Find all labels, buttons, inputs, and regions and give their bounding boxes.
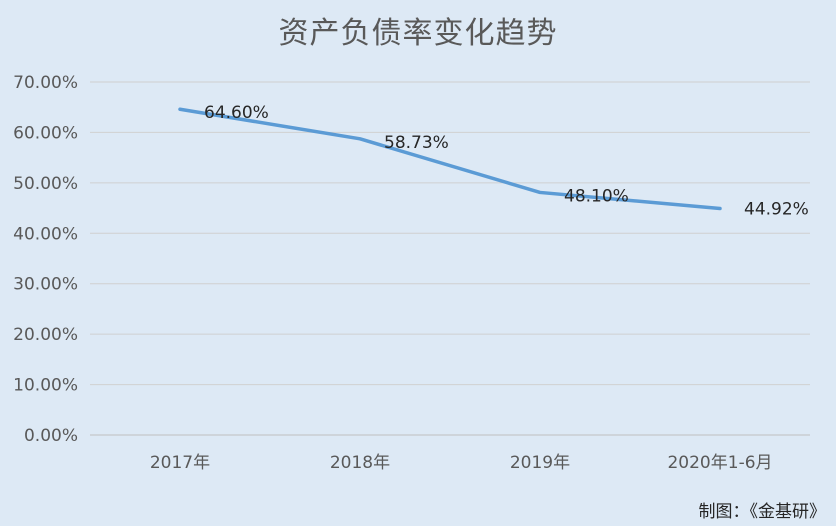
data-point <box>358 137 362 141</box>
data-label: 48.10% <box>564 186 629 206</box>
data-label: 58.73% <box>384 133 449 153</box>
x-tick-label: 2018年 <box>330 453 390 473</box>
data-label: 44.92% <box>744 199 809 219</box>
x-tick-label: 2017年 <box>150 453 210 473</box>
y-tick-label: 70.00% <box>13 73 78 93</box>
series-line <box>178 107 722 211</box>
y-tick-label: 30.00% <box>13 275 78 295</box>
y-tick-label: 50.00% <box>13 174 78 194</box>
data-point <box>538 190 542 194</box>
chart-title: 资产负债率变化趋势 <box>278 16 558 51</box>
y-tick-label: 40.00% <box>13 224 78 244</box>
y-tick-label: 20.00% <box>13 325 78 345</box>
x-tick-label: 2020年1-6月 <box>667 453 772 473</box>
y-tick-label: 60.00% <box>13 123 78 143</box>
data-point <box>178 107 182 111</box>
data-point <box>718 206 722 210</box>
x-tick-label: 2019年 <box>510 453 570 473</box>
y-tick-label: 10.00% <box>13 376 78 396</box>
data-label: 64.60% <box>204 103 269 123</box>
chart-credit: 制图：《金基研》 <box>698 502 827 522</box>
y-tick-label: 0.00% <box>24 426 78 446</box>
